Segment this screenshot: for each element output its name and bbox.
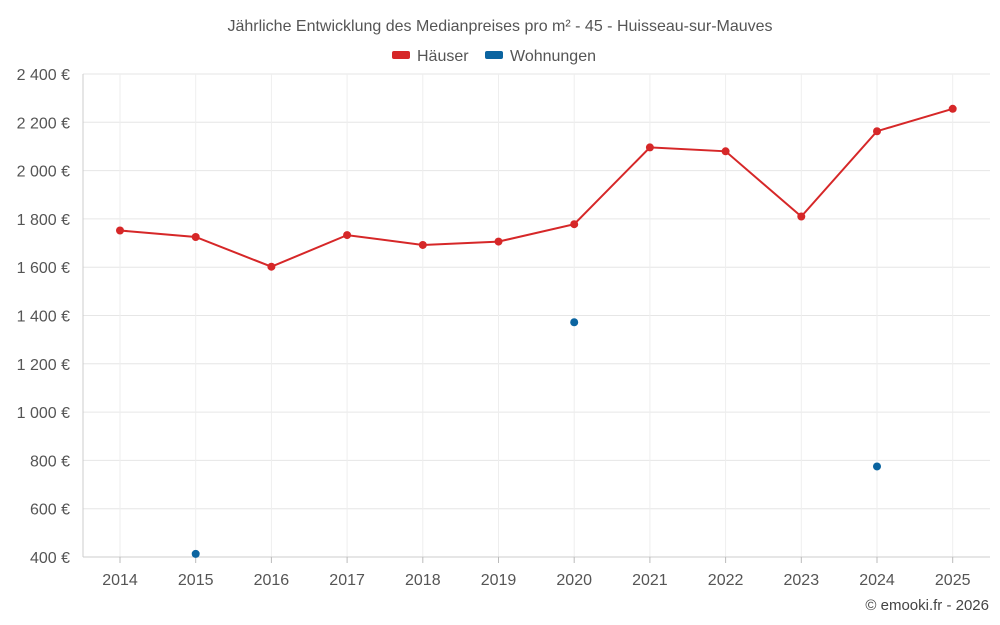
- x-tick-label: 2015: [178, 572, 214, 589]
- y-axis-ticks: 400 € 600 € 800 € 1 000 € 1 200 € 1 400 € 1 60…: [17, 67, 70, 567]
- chart-title: Jährliche Entwicklung des Medianpreises …: [227, 18, 772, 35]
- point-haeuser-2024[interactable]: [873, 127, 881, 136]
- y-tick-label: 1 200 €: [17, 357, 70, 374]
- point-haeuser-2015[interactable]: [191, 233, 200, 242]
- point-haeuser-2019[interactable]: [494, 237, 503, 246]
- x-tick-label: 2021: [632, 572, 668, 589]
- point-wohnungen-2015[interactable]: [191, 549, 200, 558]
- x-tick-label: 2020: [556, 572, 592, 589]
- y-tick-label: 1 600 €: [17, 260, 70, 277]
- x-tick-label: 2025: [935, 572, 971, 589]
- point-haeuser-2022[interactable]: [721, 147, 730, 156]
- point-haeuser-2023[interactable]: [797, 212, 806, 221]
- series-points: [116, 104, 957, 558]
- point-haeuser-2025[interactable]: [948, 104, 957, 113]
- y-tick-label: 1 800 €: [17, 212, 70, 229]
- legend-swatch-haeuser[interactable]: [392, 51, 410, 59]
- series-lines: [119, 107, 953, 268]
- x-tick-label: 2018: [405, 572, 441, 589]
- y-tick-label: 2 000 €: [17, 164, 70, 181]
- legend-label-haeuser[interactable]: Häuser: [417, 48, 469, 65]
- point-haeuser-2017[interactable]: [343, 231, 352, 240]
- series-line-haeuser: [119, 107, 953, 268]
- x-tick-label: 2016: [254, 572, 290, 589]
- credit: © emooki.fr - 2026: [865, 597, 989, 614]
- x-tick-label: 2019: [481, 572, 517, 589]
- point-haeuser-2016[interactable]: [267, 262, 276, 271]
- x-tick-label: 2024: [859, 572, 895, 589]
- point-haeuser-2020[interactable]: [570, 220, 579, 229]
- point-wohnungen-2024[interactable]: [873, 462, 881, 471]
- x-axis-ticks: 2014 2015 2016 2017 2018 2019 2020 2021 2022 2023…: [102, 557, 971, 589]
- y-tick-label: 1 000 €: [17, 405, 70, 422]
- legend-swatch-wohnungen[interactable]: [485, 51, 503, 59]
- axes: [82, 74, 990, 558]
- x-tick-label: 2022: [708, 572, 744, 589]
- x-tick-label: 2023: [784, 572, 820, 589]
- legend: Häuser Wohnungen: [392, 48, 596, 65]
- y-tick-label: 2 200 €: [17, 115, 70, 132]
- point-haeuser-2014[interactable]: [116, 226, 124, 235]
- grid: [83, 73, 990, 558]
- y-tick-label: 600 €: [30, 502, 70, 519]
- y-tick-label: 400 €: [30, 550, 70, 567]
- point-haeuser-2021[interactable]: [645, 143, 654, 152]
- point-haeuser-2018[interactable]: [418, 240, 427, 249]
- y-tick-label: 2 400 €: [17, 67, 70, 84]
- x-tick-label: 2017: [329, 572, 365, 589]
- legend-label-wohnungen[interactable]: Wohnungen: [510, 48, 596, 65]
- y-tick-label: 800 €: [30, 453, 70, 470]
- point-wohnungen-2020[interactable]: [570, 318, 579, 327]
- y-tick-label: 1 400 €: [17, 309, 70, 326]
- x-tick-label: 2014: [102, 572, 138, 589]
